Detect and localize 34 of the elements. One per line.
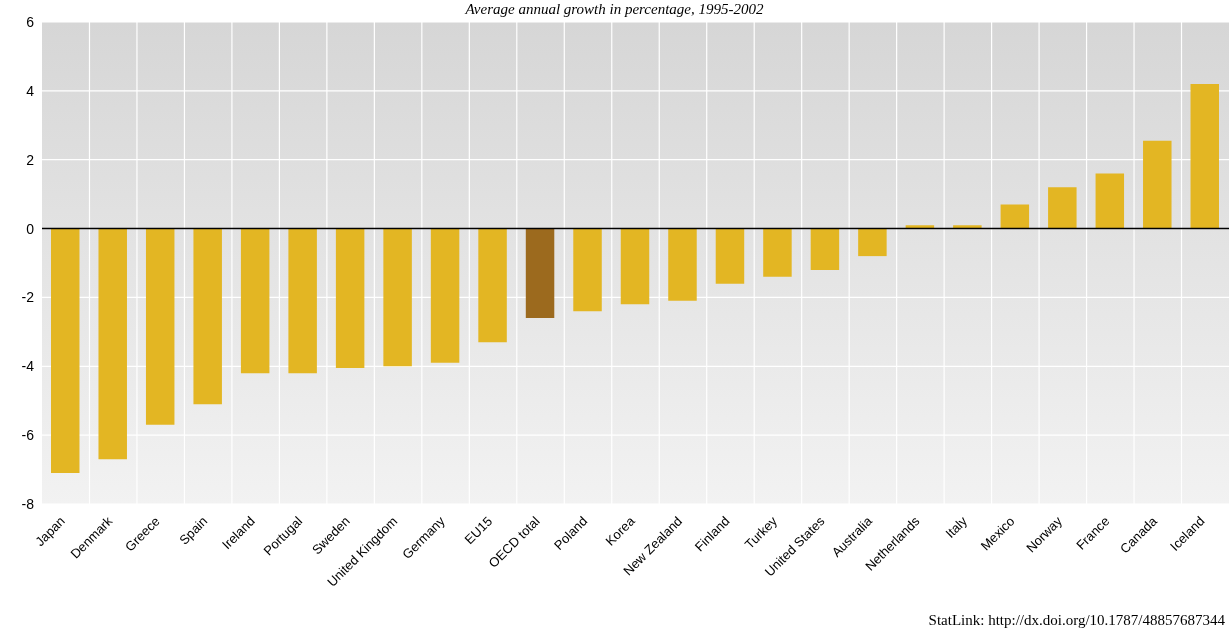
y-tick-label: 2 — [26, 151, 35, 168]
bar — [573, 228, 602, 312]
y-tick-label: -2 — [21, 289, 35, 306]
bar — [763, 228, 792, 277]
bar — [668, 228, 697, 301]
x-tick-label: Italy — [942, 513, 971, 541]
bar — [288, 228, 317, 374]
y-tick-label: 4 — [26, 82, 35, 99]
bar — [193, 228, 222, 405]
bar — [1095, 173, 1125, 229]
bar — [1048, 187, 1077, 229]
y-tick-label: 6 — [26, 13, 35, 30]
y-tick-label: -6 — [21, 427, 35, 444]
bar — [620, 228, 650, 305]
bar — [51, 228, 80, 474]
bar — [478, 228, 507, 343]
bar — [1143, 140, 1172, 229]
bar — [145, 228, 175, 425]
bar — [858, 228, 887, 257]
y-tick-label: 0 — [26, 220, 35, 237]
bar — [335, 228, 365, 369]
bar — [98, 228, 127, 460]
bar — [1000, 204, 1030, 229]
text: StatLink: http://dx.doi.org/10.1787/48857687344 — [928, 612, 1225, 629]
bar — [1190, 83, 1220, 229]
y-tick-label: -8 — [21, 495, 35, 512]
bar — [715, 228, 745, 284]
y-tick-label: -4 — [21, 358, 35, 375]
bar — [810, 228, 840, 270]
bar — [383, 228, 412, 367]
bar — [525, 228, 555, 319]
bar — [240, 228, 270, 374]
bar — [430, 228, 460, 363]
chart-subtitle: Average annual growth in percentage, 1995-2002 — [465, 1, 764, 17]
